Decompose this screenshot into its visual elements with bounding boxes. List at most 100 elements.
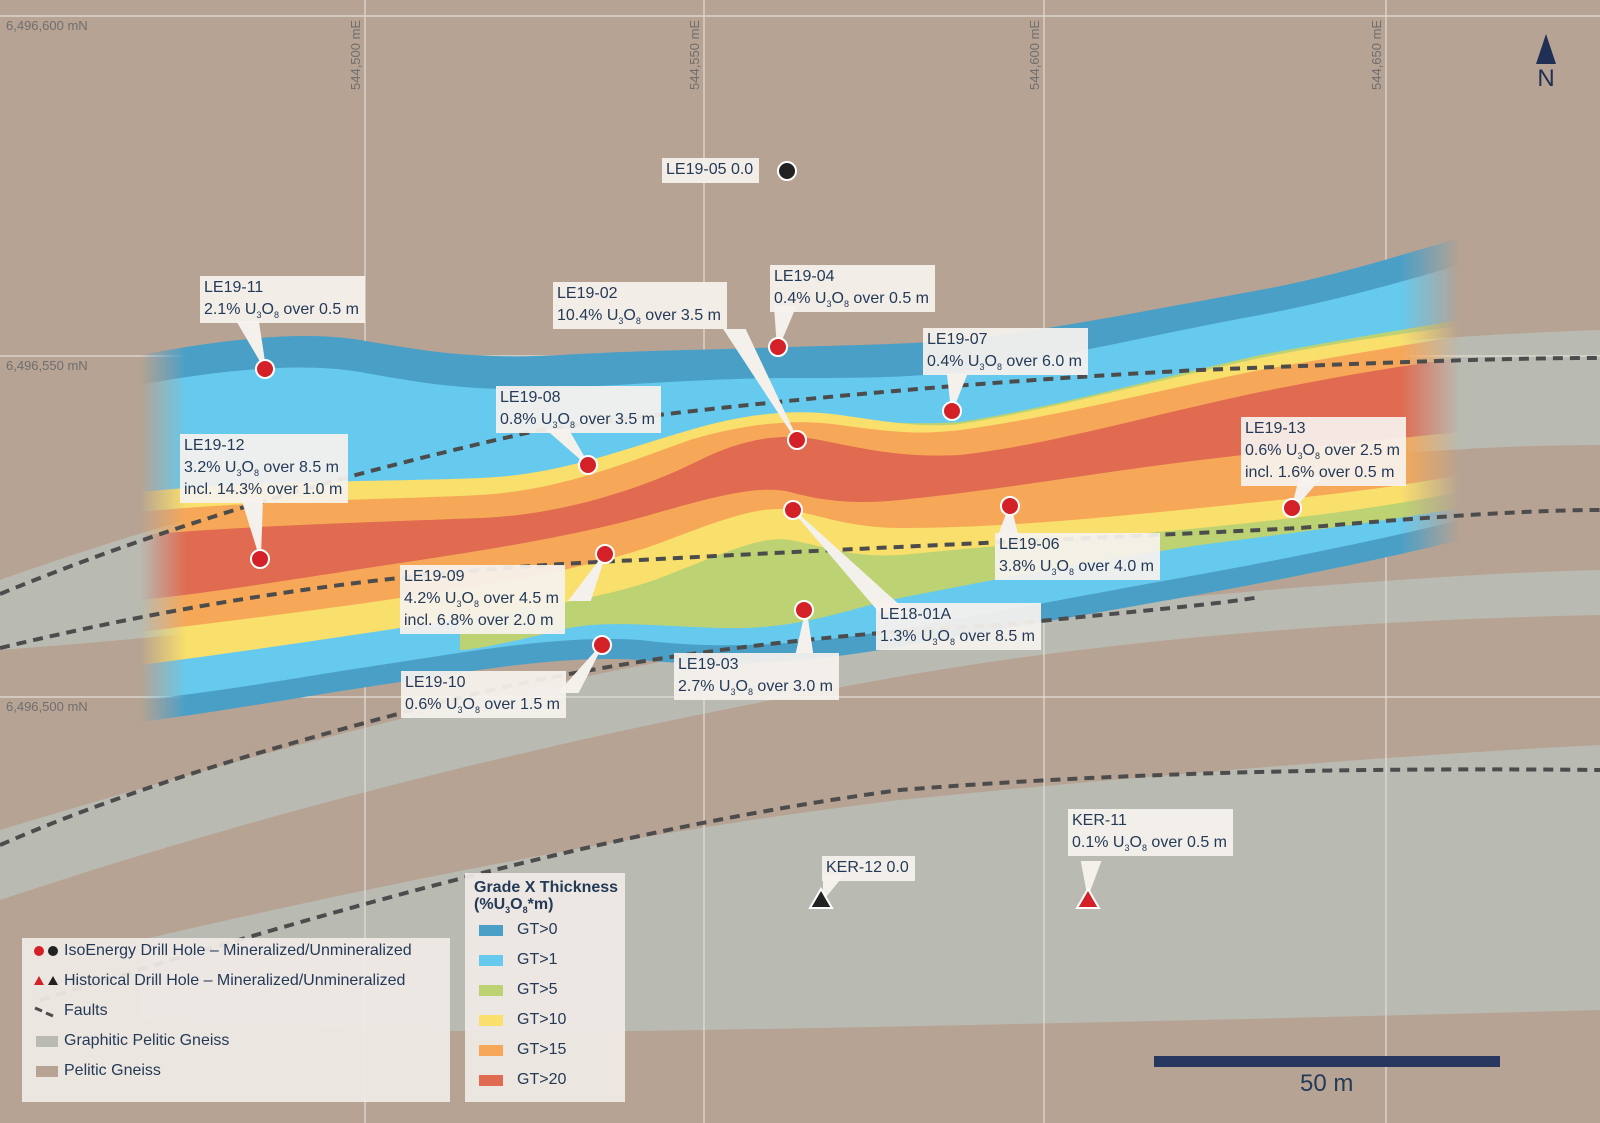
gt-title-line: (%U3O8*m): [474, 896, 554, 915]
callout-line: LE19-05 0.0: [666, 161, 754, 178]
callout-line: LE19-12: [184, 437, 245, 454]
easting-label: 544,500 mE: [348, 19, 363, 90]
leader-le19-10: [557, 644, 603, 693]
callout-line: KER-11: [1072, 812, 1127, 829]
callout-line: LE19-13: [1245, 420, 1306, 437]
legend-row-isoenergy: IsoEnergy Drill Hole – Mineralized/Unmin…: [34, 940, 412, 962]
gt15-swatch: [479, 1045, 503, 1056]
drill-hole-le19-07[interactable]: [942, 401, 962, 421]
gt-title-line: Grade X Thickness: [474, 879, 619, 896]
fault-line-icon: [34, 1000, 64, 1022]
gt-label: GT>20: [517, 1071, 567, 1088]
easting-label: 544,650 mE: [1369, 19, 1384, 90]
legend-label: Graphitic Pelitic Gneiss: [64, 1032, 230, 1049]
callout-line: LE19-08: [500, 389, 561, 406]
callout-line: LE19-06: [999, 536, 1060, 553]
north-arrow-head: [1536, 34, 1556, 64]
callout-line: 3.8% U3O8 over 4.0 m: [999, 558, 1154, 577]
gt20-swatch: [479, 1075, 503, 1086]
drill-hole-le19-02[interactable]: [787, 430, 807, 450]
leader-lines: [236, 306, 1323, 901]
leader-le19-02: [723, 329, 798, 441]
drill-hole-ker-11[interactable]: [1075, 887, 1101, 909]
legend-row-historical: Historical Drill Hole – Mineralized/Unmi…: [34, 970, 405, 992]
pelitic-gneiss-swatch: [34, 1060, 64, 1082]
north-arrow-icon: N: [1532, 34, 1560, 92]
callout-line: LE19-04: [774, 268, 835, 285]
north-label: N: [1537, 65, 1555, 92]
drill-hole-le19-11[interactable]: [255, 359, 275, 379]
callout-line: 0.4% U3O8 over 6.0 m: [927, 353, 1082, 372]
callout-le19-13: LE19-13 0.6% U3O8 over 2.5 m incl. 1.6% …: [1241, 417, 1406, 486]
historical-drill-hole-icon: [34, 970, 64, 992]
legend-label: Historical Drill Hole – Mineralized/Unmi…: [64, 972, 406, 989]
fault-line: [39, 767, 1600, 1002]
callout-le19-07: LE19-07 0.4% U3O8 over 6.0 m: [923, 328, 1088, 375]
callout-line: 0.8% U3O8 over 3.5 m: [500, 411, 655, 430]
callout-le19-03: LE19-03 2.7% U3O8 over 3.0 m: [674, 653, 839, 700]
drill-hole-le19-10[interactable]: [592, 635, 612, 655]
gt-label: GT>5: [517, 981, 558, 998]
isoenergy-drill-hole-icon: [34, 940, 64, 962]
callout-le19-05: LE19-05 0.0: [662, 158, 760, 183]
drill-hole-ker-12[interactable]: [808, 887, 834, 909]
drill-hole-le19-03[interactable]: [794, 600, 814, 620]
graphitic-gneiss-swatch: [34, 1030, 64, 1052]
callout-line: 1.3% U3O8 over 8.5 m: [880, 628, 1035, 647]
grade-thickness-legend: Grade X Thickness (%U3O8*m) GT>0 GT>1 GT…: [465, 873, 625, 1102]
gt-label: GT>0: [517, 921, 558, 938]
callout-line: 3.2% U3O8 over 8.5 m: [184, 459, 339, 478]
callout-le19-09: LE19-09 4.2% U3O8 over 4.5 m incl. 6.8% …: [400, 565, 565, 634]
callout-line: 0.4% U3O8 over 0.5 m: [774, 290, 929, 309]
callout-le19-04: LE19-04 0.4% U3O8 over 0.5 m: [770, 265, 935, 312]
callout-line: LE19-11: [204, 279, 264, 296]
gt10-swatch: [479, 1015, 503, 1026]
callout-line: LE19-07: [927, 331, 988, 348]
drill-hole-le19-08[interactable]: [578, 455, 598, 475]
gt-label: GT>10: [517, 1011, 567, 1028]
drill-holes: [250, 161, 1302, 909]
callout-le19-12: LE19-12 3.2% U3O8 over 8.5 m incl. 14.3%…: [180, 434, 349, 503]
scale-label: 50 m: [1300, 1070, 1354, 1097]
drill-hole-le18-01a[interactable]: [783, 500, 803, 520]
drill-hole-le19-06[interactable]: [1000, 496, 1020, 516]
callout-line: 0.6% U3O8 over 1.5 m: [405, 696, 560, 715]
drill-hole-le19-09[interactable]: [595, 544, 615, 564]
scale-bar: [1154, 1056, 1500, 1067]
callout-line: LE19-03: [678, 656, 739, 673]
callout-line: LE19-09: [404, 568, 465, 585]
callout-le19-11: LE19-11 2.1% U3O8 over 0.5 m: [200, 276, 365, 323]
callout-line: LE19-02: [557, 285, 618, 302]
callout-line: incl. 14.3% over 1.0 m: [184, 481, 343, 498]
callout-line: 4.2% U3O8 over 4.5 m: [404, 590, 559, 609]
fault-line: [0, 595, 1261, 847]
callout-le19-08: LE19-08 0.8% U3O8 over 3.5 m: [496, 386, 661, 433]
gt-legend-title: Grade X Thickness (%U3O8*m): [474, 879, 619, 915]
gt-label: GT>15: [517, 1041, 567, 1058]
drill-hole-le19-05[interactable]: [777, 161, 797, 181]
contour-gt20: [140, 358, 1460, 600]
callout-line: 2.7% U3O8 over 3.0 m: [678, 678, 833, 697]
callout-line: 10.4% U3O8 over 3.5 m: [557, 307, 721, 326]
legend-row-graphitic: Graphitic Pelitic Gneiss: [34, 1030, 229, 1052]
callout-le19-02: LE19-02 10.4% U3O8 over 3.5 m: [553, 282, 727, 329]
graphitic-gneiss-band-2: [0, 570, 1600, 900]
gt0-swatch: [479, 925, 503, 936]
legend-row-faults: Faults: [34, 1000, 108, 1022]
northing-label: 6,496,550 mN: [6, 358, 88, 373]
callout-line: incl. 1.6% over 0.5 m: [1245, 464, 1395, 481]
drill-hole-le19-12[interactable]: [250, 549, 270, 569]
leader-le19-03: [795, 611, 814, 653]
drill-hole-le19-04[interactable]: [768, 337, 788, 357]
northing-label: 6,496,500 mN: [6, 699, 88, 714]
callout-ker-12: KER-12 0.0: [822, 856, 915, 881]
callout-line: 0.1% U3O8 over 0.5 m: [1072, 834, 1227, 853]
drill-hole-le19-13[interactable]: [1282, 498, 1302, 518]
legend-label: Pelitic Gneiss: [64, 1062, 161, 1079]
faults: [0, 356, 1600, 1002]
callout-line: incl. 6.8% over 2.0 m: [404, 612, 554, 629]
legend-label: Faults: [64, 1002, 108, 1019]
fault-line: [0, 508, 1600, 650]
easting-label: 544,600 mE: [1027, 19, 1042, 90]
callout-line: LE19-10: [405, 674, 466, 691]
